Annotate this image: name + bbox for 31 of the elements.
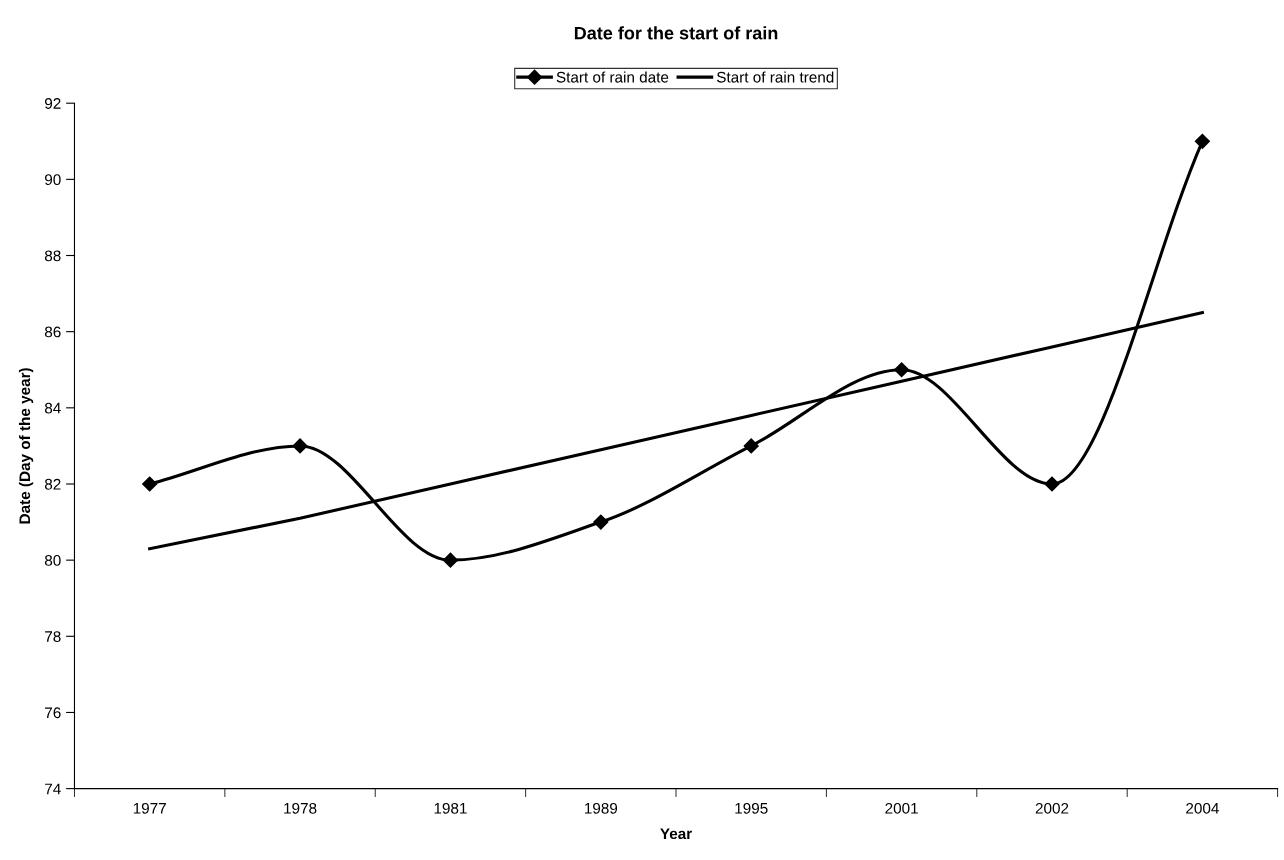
x-axis-title: Year bbox=[660, 828, 692, 840]
x-tick-label: 1981 bbox=[434, 802, 467, 814]
y-axis-title: Date (Day of the year) bbox=[18, 368, 34, 524]
point bbox=[894, 362, 910, 378]
y-tick-label: 82 bbox=[44, 478, 61, 490]
point bbox=[1044, 476, 1060, 492]
y-tick-label: 80 bbox=[44, 555, 61, 566]
y-tick-label: 74 bbox=[45, 783, 61, 795]
x-tick-label: 2004 bbox=[1186, 802, 1219, 814]
point bbox=[292, 438, 308, 454]
y-tick-label: 92 bbox=[45, 98, 61, 109]
legend-label: Start of rain trend bbox=[716, 71, 834, 83]
point bbox=[593, 514, 609, 530]
x-tick-label: 1977 bbox=[133, 802, 166, 814]
point bbox=[442, 552, 459, 568]
point bbox=[743, 438, 759, 454]
x-tick-label: 2001 bbox=[885, 802, 918, 814]
point bbox=[1194, 133, 1210, 149]
y-tick-label: 88 bbox=[44, 250, 61, 262]
y-tick-label: 78 bbox=[45, 631, 61, 642]
y-tick-label: 90 bbox=[45, 174, 61, 186]
x-tick-label: 1989 bbox=[585, 802, 618, 814]
x-tick-label: 1995 bbox=[735, 802, 768, 814]
point bbox=[142, 476, 158, 492]
x-tick-label: 1978 bbox=[284, 802, 317, 814]
x-tick-label: 2002 bbox=[1035, 802, 1069, 814]
y-tick-label: 76 bbox=[45, 707, 61, 719]
chart-title: Date for the start of rain bbox=[574, 26, 778, 40]
y-tick-label: 84 bbox=[44, 402, 61, 414]
legend-label: Start of rain date bbox=[556, 71, 669, 83]
y-tick-label: 86 bbox=[44, 326, 61, 338]
